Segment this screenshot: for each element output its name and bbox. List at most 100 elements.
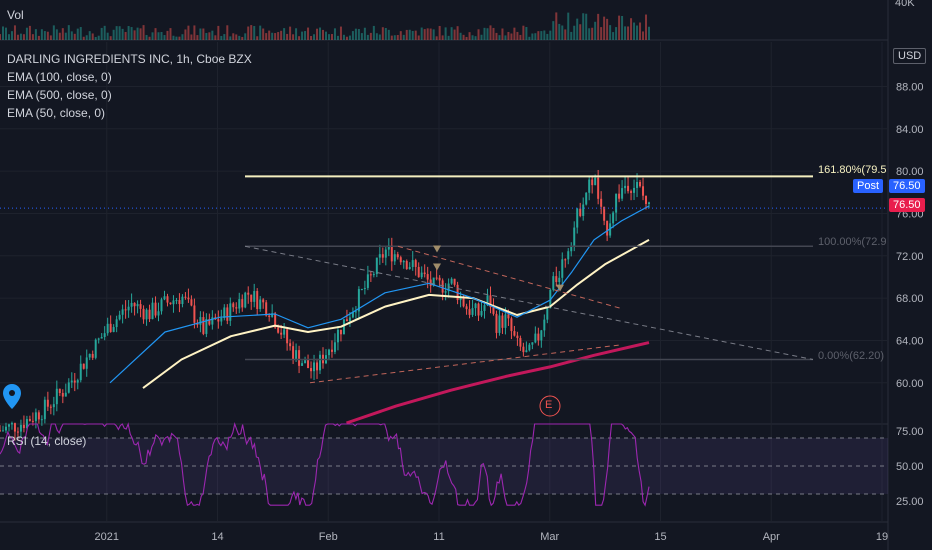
volume-bar bbox=[253, 26, 256, 40]
volume-bar bbox=[76, 28, 79, 40]
volume-bar bbox=[118, 26, 121, 40]
volume-bar bbox=[408, 29, 411, 40]
candle-body bbox=[259, 299, 262, 309]
volume-bar bbox=[429, 28, 432, 40]
volume-bar bbox=[618, 15, 621, 41]
volume-bar bbox=[567, 12, 570, 40]
location-pin-dot bbox=[9, 390, 15, 396]
volume-bar bbox=[327, 34, 330, 40]
candle-body bbox=[232, 303, 235, 308]
volume-bar bbox=[630, 18, 633, 40]
volume-bar bbox=[259, 25, 262, 40]
volume-bar bbox=[244, 33, 247, 40]
candle-body bbox=[13, 423, 16, 432]
candle-body bbox=[465, 306, 468, 310]
post-price-tag: 76.50 bbox=[889, 179, 925, 193]
candle-body bbox=[540, 330, 543, 341]
volume-bar bbox=[193, 25, 196, 40]
candle-body bbox=[304, 359, 307, 364]
candle-body bbox=[46, 399, 49, 407]
volume-bar bbox=[88, 31, 91, 40]
candle-body bbox=[486, 295, 489, 306]
candle-body bbox=[211, 317, 214, 325]
volume-bar bbox=[330, 34, 333, 40]
candle-body bbox=[357, 289, 360, 312]
candle-body bbox=[528, 344, 531, 351]
candle-body bbox=[286, 329, 289, 344]
candle-body bbox=[241, 299, 244, 308]
candle-body bbox=[163, 296, 166, 300]
volume-bar bbox=[462, 34, 465, 40]
volume-bar bbox=[106, 32, 109, 40]
candle-body bbox=[645, 195, 648, 204]
candle-body bbox=[603, 206, 606, 221]
candle-body bbox=[91, 353, 94, 358]
candle-body bbox=[366, 274, 369, 288]
volume-bar bbox=[378, 34, 381, 40]
rsi-panel bbox=[0, 422, 888, 507]
volume-bar bbox=[73, 33, 76, 40]
candle-body bbox=[327, 349, 330, 356]
candle-body bbox=[250, 294, 253, 302]
volume-bar bbox=[310, 35, 313, 40]
volume-bar bbox=[256, 36, 259, 40]
candle-body bbox=[205, 319, 208, 334]
volume-bar bbox=[570, 31, 573, 40]
candle-body bbox=[127, 306, 130, 311]
candle-body bbox=[94, 339, 97, 358]
candle-body bbox=[441, 280, 444, 293]
candle-body bbox=[193, 305, 196, 323]
candle-body bbox=[351, 311, 354, 318]
volume-bar bbox=[40, 29, 43, 40]
candle-body bbox=[639, 181, 642, 187]
volume-bar bbox=[414, 30, 417, 40]
volume-bar bbox=[393, 35, 396, 40]
candle-body bbox=[546, 308, 549, 320]
candle-body bbox=[136, 304, 139, 307]
candle-body bbox=[360, 288, 363, 290]
volume-bar bbox=[528, 36, 531, 40]
candle-body bbox=[633, 187, 636, 193]
volume-bar bbox=[79, 27, 82, 40]
candle-body bbox=[10, 423, 13, 425]
volume-bar bbox=[552, 21, 555, 40]
candle-body bbox=[25, 419, 28, 429]
indicator-ema-50: EMA (50, close, 0) bbox=[7, 106, 106, 120]
currency-button[interactable]: USD bbox=[893, 48, 927, 64]
candle-body bbox=[100, 336, 103, 339]
candle-body bbox=[621, 188, 624, 199]
volume-bar bbox=[250, 25, 253, 40]
volume-bar bbox=[274, 33, 277, 40]
candle-body bbox=[387, 245, 390, 250]
candle-body bbox=[411, 260, 414, 267]
volume-bar bbox=[387, 29, 390, 40]
volume-bar bbox=[480, 34, 483, 40]
x-tick-label: 19 bbox=[876, 531, 888, 543]
candle-body bbox=[64, 392, 67, 397]
candle-body bbox=[363, 287, 366, 289]
volume-bar bbox=[423, 29, 426, 40]
candle-body bbox=[435, 277, 438, 279]
candle-body bbox=[519, 338, 522, 347]
candle-body bbox=[106, 323, 109, 334]
volume-bar bbox=[196, 35, 199, 40]
candle-body bbox=[88, 353, 91, 358]
candle-body bbox=[558, 277, 561, 283]
volume-bar bbox=[175, 36, 178, 40]
volume-bar bbox=[489, 25, 492, 40]
candle-body bbox=[307, 359, 310, 369]
candle-body bbox=[513, 331, 516, 336]
volume-bar bbox=[615, 27, 618, 40]
volume-bar bbox=[612, 32, 615, 40]
candle-body bbox=[28, 419, 31, 421]
earnings-marker[interactable]: E bbox=[545, 399, 553, 411]
candle-body bbox=[507, 314, 510, 319]
x-tick-label: 14 bbox=[211, 531, 223, 543]
volume-bar bbox=[384, 27, 387, 40]
volume-bar bbox=[603, 16, 606, 40]
volume-bar bbox=[594, 21, 597, 40]
volume-bar bbox=[145, 34, 148, 40]
candle-body bbox=[606, 220, 609, 236]
candle-body bbox=[73, 380, 76, 383]
